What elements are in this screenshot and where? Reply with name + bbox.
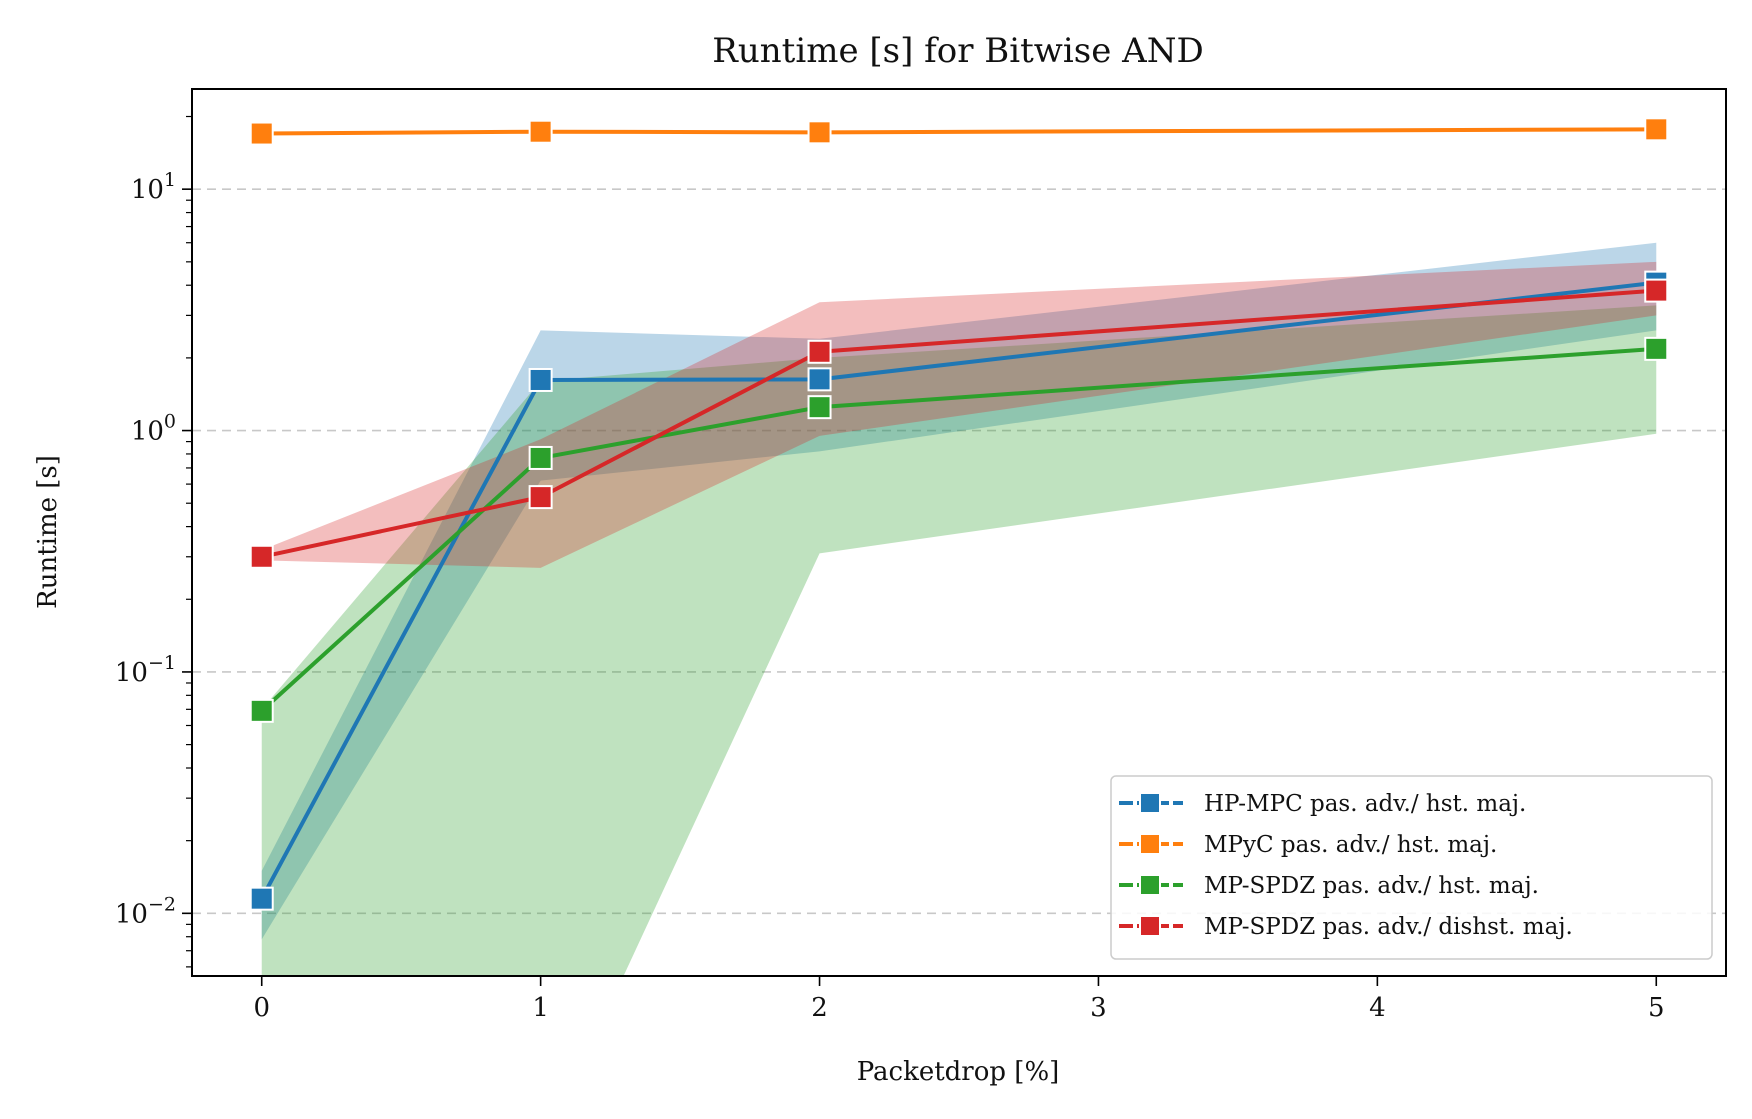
legend-marker xyxy=(1139,792,1161,814)
legend-label: MPyC pas. adv./ hst. maj. xyxy=(1204,832,1497,858)
data-point xyxy=(249,698,274,723)
data-point xyxy=(1644,278,1669,303)
data-point xyxy=(249,886,274,911)
data-point xyxy=(807,395,832,420)
confidence-band xyxy=(261,242,1657,940)
y-axis-ticks: 10−2 10−1 100 101 xyxy=(115,115,192,968)
legend-marker xyxy=(1139,915,1161,937)
data-point xyxy=(528,485,553,510)
y-tick-label: 10−2 xyxy=(115,893,176,929)
series-line xyxy=(259,127,1659,136)
data-point xyxy=(807,339,832,364)
legend-frame xyxy=(1110,775,1713,960)
data-point xyxy=(1644,117,1669,142)
y-tick-label: 101 xyxy=(131,169,176,205)
data-point xyxy=(528,367,553,392)
y-tick-label: 100 xyxy=(131,411,176,447)
legend-marker xyxy=(1139,833,1161,855)
series-markers xyxy=(249,117,1669,911)
y-tick-label: 10−1 xyxy=(115,652,176,688)
legend-label: HP-MPC pas. adv./ hst. maj. xyxy=(1204,791,1526,817)
legend: HP-MPC pas. adv./ hst. maj. MPyC pas. adv… xyxy=(1110,775,1713,960)
series-lines xyxy=(259,127,1659,901)
confidence-band xyxy=(261,305,1657,976)
data-point xyxy=(807,367,832,392)
legend-items: HP-MPC pas. adv./ hst. maj. MPyC pas. adv… xyxy=(1119,791,1573,940)
x-tick-label: 3 xyxy=(1090,993,1107,1023)
data-point xyxy=(249,121,274,146)
x-axis-ticks: 0 1 2 3 4 5 xyxy=(253,976,1665,1023)
y-axis-label: Runtime [s] xyxy=(33,455,63,609)
confidence-band xyxy=(261,261,1657,568)
data-point xyxy=(528,119,553,144)
x-tick-label: 1 xyxy=(532,993,549,1023)
x-tick-label: 2 xyxy=(811,993,828,1023)
x-axis-label: Packetdrop [%] xyxy=(857,1057,1060,1087)
legend-label: MP-SPDZ pas. adv./ hst. maj. xyxy=(1204,873,1539,899)
data-point xyxy=(249,544,274,569)
series-line xyxy=(259,280,1659,901)
series-line xyxy=(259,288,1659,559)
chart-title: Runtime [s] for Bitwise AND xyxy=(712,31,1203,71)
plot-frame xyxy=(191,88,1727,977)
series-line xyxy=(259,346,1659,713)
legend-label: MP-SPDZ pas. adv./ dishst. maj. xyxy=(1204,914,1573,940)
legend-marker xyxy=(1139,874,1161,896)
x-tick-label: 0 xyxy=(253,993,270,1023)
x-tick-label: 5 xyxy=(1648,993,1665,1023)
data-point xyxy=(528,445,553,470)
data-point xyxy=(807,120,832,145)
data-point xyxy=(1644,336,1669,361)
x-tick-label: 4 xyxy=(1369,993,1386,1023)
